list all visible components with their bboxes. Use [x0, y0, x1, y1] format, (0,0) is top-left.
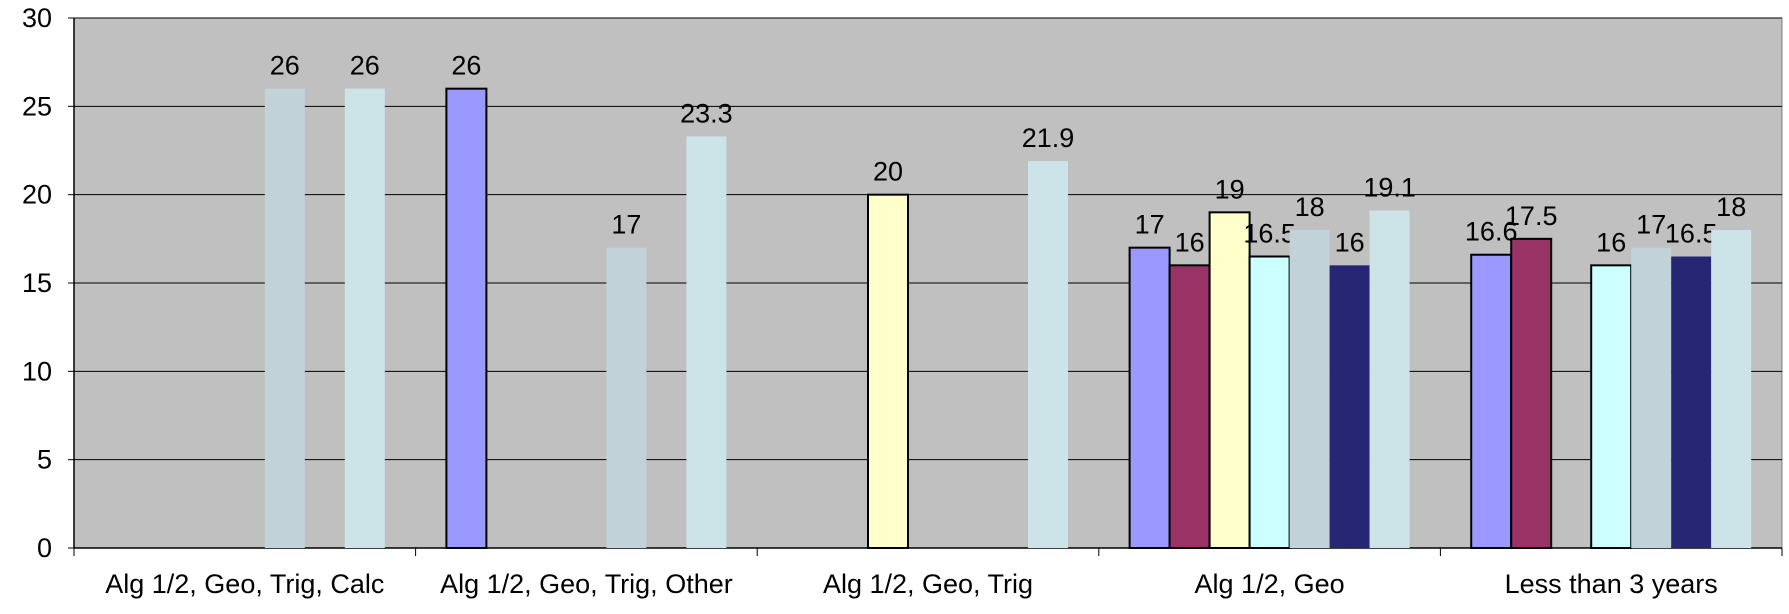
bar: [264, 88, 305, 549]
bar-value-label: 26: [270, 51, 300, 81]
bar: [1631, 247, 1672, 548]
bar: [1329, 265, 1370, 548]
bar-value-label: 26: [451, 51, 481, 81]
y-tick-label: 5: [37, 445, 52, 475]
y-tick-label: 10: [22, 356, 52, 386]
bar-value-label: 17.5: [1505, 201, 1558, 231]
bar-value-label: 19: [1215, 174, 1245, 204]
x-category-label: Alg 1/2, Geo: [1195, 569, 1345, 599]
bar: [1028, 161, 1068, 548]
bar: [1711, 230, 1752, 548]
bar-value-label: 16: [1335, 227, 1365, 257]
bar-value-label: 18: [1295, 192, 1325, 222]
y-tick-label: 30: [22, 3, 52, 33]
bar: [445, 87, 488, 550]
y-tick-label: 15: [22, 268, 52, 298]
bar-value-label: 16: [1175, 227, 1205, 257]
bar-value-label: 19.1: [1363, 173, 1416, 203]
y-tick-label: 0: [37, 533, 52, 563]
x-category-label: Alg 1/2, Geo, Trig: [823, 569, 1033, 599]
bar-value-label: 17: [1636, 210, 1666, 240]
x-category-label: Alg 1/2, Geo, Trig, Other: [440, 569, 733, 599]
bar-value-label: 20: [873, 157, 903, 187]
bar-value-label: 16.6: [1465, 217, 1518, 247]
bar-value-label: 16.5: [1665, 219, 1718, 249]
bar: [686, 136, 727, 548]
y-tick-label: 20: [22, 180, 52, 210]
bar: [1208, 211, 1251, 549]
bar: [1168, 264, 1211, 549]
bar: [1128, 246, 1171, 550]
bar: [1470, 253, 1513, 549]
bar-value-label: 21.9: [1022, 123, 1075, 153]
bar-value-label: 16.5: [1243, 219, 1296, 249]
bar: [606, 247, 647, 548]
bar: [344, 88, 385, 549]
bar-value-label: 17: [1135, 210, 1165, 240]
bar: [1510, 237, 1553, 549]
bar-value-label: 18: [1716, 192, 1746, 222]
bar-value-label: 17: [611, 210, 641, 240]
bar: [1289, 230, 1330, 548]
y-tick-label: 25: [22, 91, 52, 121]
bar: [1671, 256, 1712, 548]
bar: [1248, 255, 1291, 549]
bar: [1590, 264, 1633, 549]
bar: [867, 193, 909, 550]
x-category-label: Alg 1/2, Geo, Trig, Calc: [105, 569, 384, 599]
bar-value-label: 16: [1596, 227, 1626, 257]
x-category-label: Less than 3 years: [1505, 569, 1718, 599]
bar-value-label: 23.3: [680, 98, 733, 128]
bar: [1369, 210, 1410, 549]
bar-value-label: 26: [350, 51, 380, 81]
